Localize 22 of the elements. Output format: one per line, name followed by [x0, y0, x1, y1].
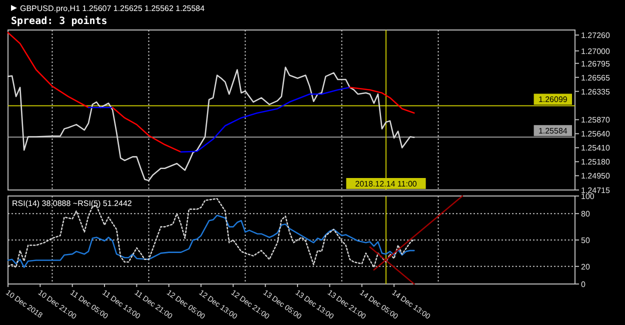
y-tick-label: 20	[581, 262, 590, 272]
ref-line-label: 1.25584	[538, 126, 568, 136]
y-tick-label: 1.26795	[581, 59, 610, 68]
y-tick-label: 80	[581, 210, 590, 219]
y-tick-label: 1.24950	[581, 172, 610, 181]
y-tick-label: 100	[581, 192, 595, 201]
ref-line-label: 1.26099	[538, 95, 568, 104]
chart-subtitle: Spread: 3 points	[11, 15, 108, 27]
chart-title: GBPUSD.pro,H1 1.25607 1.25625 1.25562 1.25584	[20, 4, 206, 13]
y-tick-label: 1.25640	[581, 130, 610, 139]
y-tick-label: 1.25410	[581, 144, 610, 153]
y-tick-label: 0	[581, 280, 586, 289]
y-tick-label: 50	[581, 236, 590, 245]
y-tick-label: 1.26565	[581, 73, 610, 82]
y-tick-label: 1.26335	[581, 87, 610, 96]
y-tick-label: 1.27000	[581, 46, 610, 56]
y-tick-label: 1.25870	[581, 116, 610, 125]
y-tick-label: 1.27260	[581, 31, 610, 40]
chart-title: RSI(14) 38.0888 ~RSI(5) 51.2442	[12, 199, 132, 208]
y-tick-label: 1.25180	[581, 158, 610, 167]
ref-line-label: 2018.12.14 11:00	[355, 180, 418, 188]
y-tick-label: 1.24715	[581, 186, 610, 195]
